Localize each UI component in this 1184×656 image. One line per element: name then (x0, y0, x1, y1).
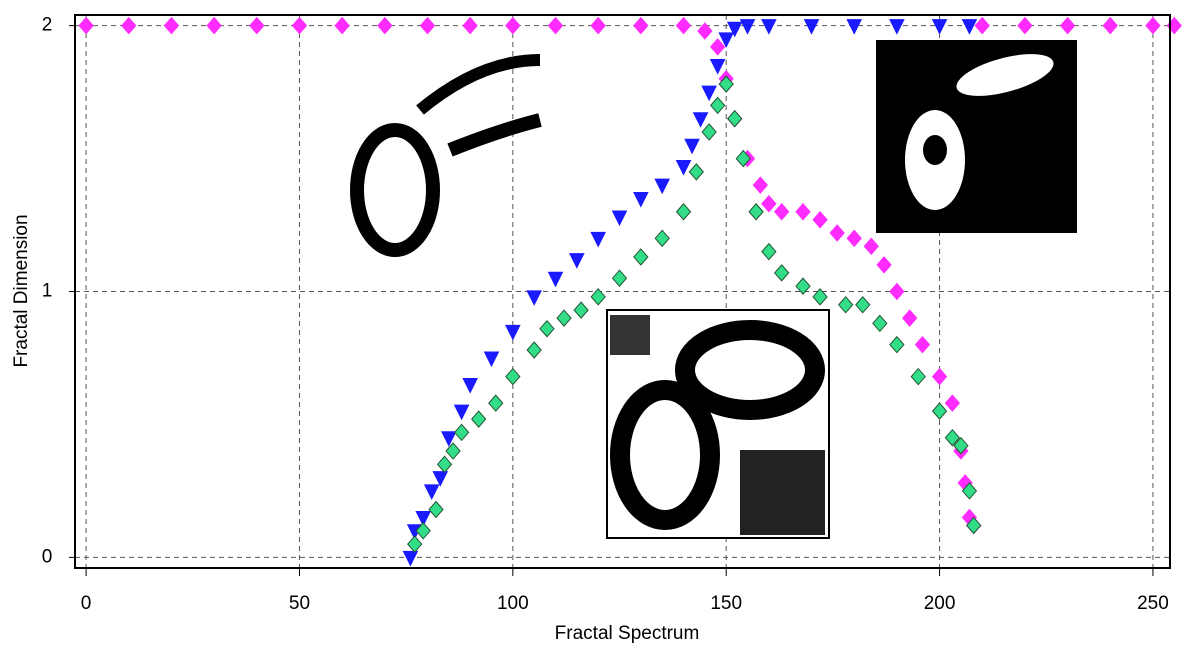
y-tick-label: 0 (42, 546, 53, 567)
x-axis-label: Fractal Spectrum (555, 623, 700, 644)
y-tick-label: 1 (42, 281, 53, 302)
y-axis-label: Fractal Dimension (11, 214, 32, 367)
hole (923, 135, 947, 165)
x-tick-label: 100 (497, 593, 529, 614)
texture (610, 315, 650, 355)
x-tick-label: 250 (1137, 593, 1169, 614)
chart: Fractal Spectrum Fractal Dimension 05010… (0, 0, 1184, 651)
x-tick-label: 200 (924, 593, 956, 614)
x-tick-label: 150 (710, 593, 742, 614)
x-tick-label: 0 (81, 593, 92, 614)
inset-texture (607, 310, 829, 538)
x-tick-label: 50 (289, 593, 310, 614)
texture (740, 450, 825, 535)
y-tick-label: 2 (42, 15, 53, 36)
inset-binary (876, 40, 1077, 233)
page: Fractal Spectrum Fractal Dimension 05010… (0, 0, 1184, 656)
